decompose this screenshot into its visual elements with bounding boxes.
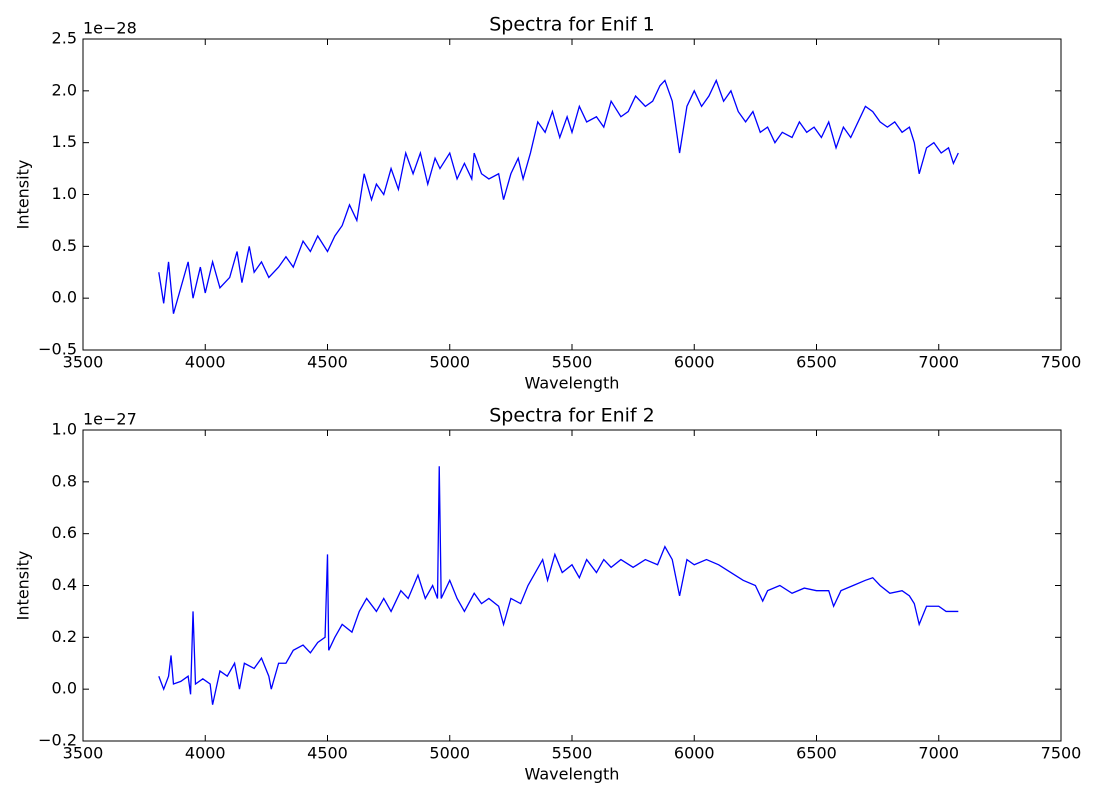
y-axis-label: Intensity xyxy=(14,160,33,230)
offset-text: 1e−27 xyxy=(83,410,137,429)
plot-frame xyxy=(82,429,1062,742)
y-tick-label: −0.5 xyxy=(38,340,77,359)
x-tick-label: 6000 xyxy=(674,353,715,372)
x-axis-label: Wavelength xyxy=(525,374,620,393)
y-tick-label: 1.0 xyxy=(52,420,77,439)
x-axis-label: Wavelength xyxy=(525,765,620,784)
spectrum-line xyxy=(158,78,959,314)
y-tick-label: 2.0 xyxy=(52,80,77,99)
plot-frame xyxy=(82,38,1062,351)
offset-text: 1e−28 xyxy=(83,19,137,38)
y-tick-label: 0.6 xyxy=(52,523,77,542)
x-tick-label: 6500 xyxy=(796,744,837,763)
y-tick-label: 0.5 xyxy=(52,236,77,255)
chart-title: Spectra for Enif 2 xyxy=(489,405,655,427)
x-tick-label: 3500 xyxy=(63,353,104,372)
x-tick-label: 5000 xyxy=(429,353,470,372)
x-tick-label: 7000 xyxy=(918,353,959,372)
x-tick-label: 5000 xyxy=(429,744,470,763)
x-tick-label: 7500 xyxy=(1041,353,1082,372)
y-tick-label: 0.4 xyxy=(52,575,77,594)
x-tick-label: 5500 xyxy=(552,744,593,763)
y-axis-label: Intensity xyxy=(14,551,33,621)
spectrum-line xyxy=(158,466,959,705)
x-tick-label: 6000 xyxy=(674,744,715,763)
y-tick-label: 0.0 xyxy=(52,679,77,698)
y-tick-label: 0.0 xyxy=(52,288,77,307)
x-tick-label: 7500 xyxy=(1041,744,1082,763)
x-tick-label: 3500 xyxy=(63,744,104,763)
chart-title: Spectra for Enif 1 xyxy=(489,14,655,36)
x-tick-label: 4000 xyxy=(185,353,226,372)
y-tick-label: 2.5 xyxy=(52,29,77,48)
x-tick-label: 6500 xyxy=(796,353,837,372)
x-tick-label: 7000 xyxy=(918,744,959,763)
y-tick-label: 1.5 xyxy=(52,132,77,151)
y-tick-label: −0.2 xyxy=(38,731,77,750)
y-tick-label: 0.2 xyxy=(52,627,77,646)
x-tick-label: 4000 xyxy=(185,744,226,763)
y-tick-label: 0.8 xyxy=(52,471,77,490)
x-tick-label: 4500 xyxy=(307,744,348,763)
y-tick-label: 1.0 xyxy=(52,184,77,203)
x-tick-label: 4500 xyxy=(307,353,348,372)
x-tick-label: 5500 xyxy=(552,353,593,372)
